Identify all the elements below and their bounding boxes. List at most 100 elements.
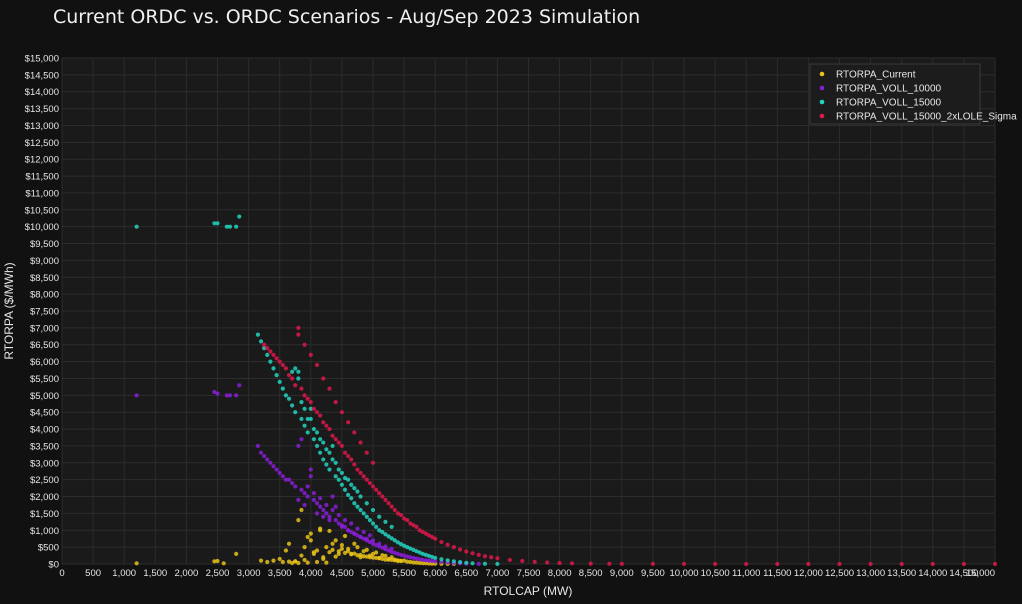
data-point bbox=[380, 529, 385, 535]
data-point bbox=[286, 541, 292, 546]
data-point bbox=[346, 420, 351, 425]
data-point bbox=[395, 511, 400, 516]
y-tick-label: $2,000 bbox=[30, 492, 59, 503]
data-point bbox=[429, 558, 435, 564]
y-tick-label: $12,000 bbox=[25, 155, 59, 166]
data-point bbox=[367, 555, 372, 560]
y-tick-label: $7,500 bbox=[30, 307, 59, 318]
data-point bbox=[277, 379, 282, 384]
data-point bbox=[258, 558, 264, 563]
data-point bbox=[398, 558, 404, 563]
data-point bbox=[299, 437, 304, 442]
y-tick-label: $6,500 bbox=[30, 340, 59, 351]
data-point bbox=[355, 467, 360, 472]
data-point bbox=[333, 437, 338, 442]
data-point bbox=[520, 558, 525, 564]
data-point bbox=[299, 386, 304, 391]
data-point bbox=[227, 224, 233, 229]
data-point bbox=[283, 548, 289, 553]
x-tick-label: 4,000 bbox=[299, 568, 323, 579]
x-tick-label: 15,000 bbox=[966, 568, 995, 579]
data-point bbox=[237, 214, 242, 219]
data-point bbox=[370, 460, 376, 465]
data-point bbox=[352, 531, 357, 536]
legend-item[interactable]: RTORPA_VOLL_10000 bbox=[819, 84, 942, 95]
data-point bbox=[464, 560, 469, 565]
data-point bbox=[296, 376, 301, 381]
data-point bbox=[361, 511, 366, 516]
y-tick-label: $9,000 bbox=[30, 256, 59, 267]
data-point bbox=[321, 507, 326, 513]
data-point bbox=[134, 561, 139, 566]
data-point bbox=[330, 433, 335, 438]
data-point bbox=[311, 406, 317, 411]
data-point bbox=[299, 553, 304, 558]
x-tick-label: 11,000 bbox=[732, 568, 760, 579]
data-point bbox=[234, 224, 239, 229]
legend-label: RTORPA_VOLL_15000_2xLOLE_Sigma bbox=[836, 112, 1017, 123]
data-point bbox=[383, 553, 388, 559]
data-point bbox=[305, 416, 310, 422]
data-point bbox=[346, 549, 351, 554]
x-tick-label: 3,500 bbox=[268, 568, 292, 579]
data-point bbox=[339, 443, 344, 449]
data-point bbox=[367, 518, 372, 523]
data-point bbox=[464, 549, 469, 554]
legend[interactable]: RTORPA_Current RTORPA_VOLL_10000 RTORPA_VO… bbox=[809, 63, 1017, 125]
data-point bbox=[383, 544, 388, 549]
data-point bbox=[339, 482, 344, 487]
data-point bbox=[507, 557, 512, 563]
y-tick-label: $10,000 bbox=[25, 222, 59, 233]
x-tick-label: 1,000 bbox=[112, 568, 136, 579]
data-point bbox=[274, 356, 279, 361]
data-point bbox=[355, 526, 360, 531]
data-point bbox=[286, 372, 292, 378]
data-point bbox=[361, 536, 366, 541]
data-point bbox=[302, 545, 307, 550]
x-tick-label: 10,000 bbox=[669, 568, 698, 579]
data-point bbox=[280, 386, 285, 391]
x-tick-label: 4,500 bbox=[330, 568, 354, 579]
x-tick-label: 14,500 bbox=[949, 568, 978, 579]
data-point bbox=[339, 543, 344, 548]
legend-item[interactable]: RTORPA_VOLL_15000 bbox=[819, 98, 942, 109]
data-point bbox=[349, 457, 354, 462]
data-point bbox=[489, 555, 494, 560]
data-point bbox=[265, 352, 270, 357]
data-point bbox=[370, 507, 376, 513]
data-point bbox=[457, 547, 463, 552]
data-point bbox=[364, 477, 369, 482]
data-point bbox=[364, 501, 369, 506]
data-point bbox=[476, 561, 481, 566]
data-point bbox=[262, 342, 267, 347]
y-axis-title: RTORPA ($/MWh) bbox=[2, 262, 16, 359]
legend-item[interactable]: RTORPA_Current bbox=[819, 70, 916, 81]
data-point bbox=[293, 484, 298, 489]
data-point bbox=[445, 542, 450, 547]
data-point bbox=[342, 524, 348, 529]
data-point bbox=[370, 555, 376, 560]
data-point bbox=[330, 494, 335, 499]
data-point bbox=[899, 561, 904, 567]
data-point bbox=[318, 437, 323, 442]
legend-marker bbox=[819, 85, 825, 91]
data-point bbox=[389, 524, 394, 529]
data-point bbox=[358, 507, 363, 513]
data-point bbox=[358, 470, 363, 476]
legend-item[interactable]: RTORPA_VOLL_15000_2xLOLE_Sigma bbox=[819, 112, 1017, 123]
data-point bbox=[342, 475, 348, 481]
data-point bbox=[308, 399, 313, 405]
x-tick-label: 3,000 bbox=[237, 568, 261, 579]
data-point bbox=[389, 504, 394, 509]
data-point bbox=[349, 482, 354, 487]
data-point bbox=[930, 561, 935, 567]
data-point bbox=[364, 536, 369, 541]
data-point bbox=[470, 551, 475, 556]
data-point bbox=[495, 561, 500, 567]
data-point bbox=[290, 560, 295, 566]
data-point bbox=[681, 561, 687, 567]
data-point bbox=[377, 541, 382, 546]
data-point bbox=[837, 561, 842, 567]
x-tick-label: 11,500 bbox=[763, 568, 791, 579]
x-tick-label: 0 bbox=[59, 568, 64, 579]
